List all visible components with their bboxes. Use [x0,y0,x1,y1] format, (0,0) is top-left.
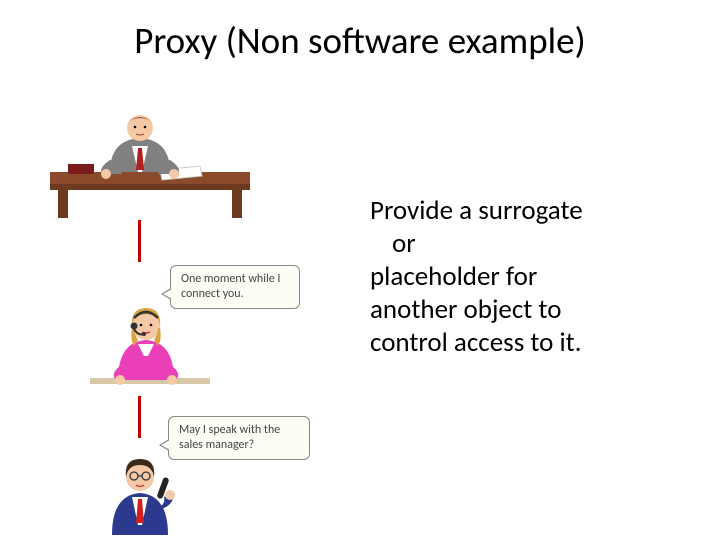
proxy-diagram: One moment while I connect you. May I sp… [60,110,340,510]
desc-line-2: or [370,228,680,261]
description-text: Provide a surrogate or placeholder for a… [370,195,680,360]
desc-line-1: Provide a surrogate [370,195,680,228]
desc-line-4: another object to [370,294,680,327]
manager-figure [50,110,250,220]
receptionist-speech-bubble: One moment while I connect you. [170,265,300,309]
caller-speech-text: May I speak with the sales manager? [179,423,280,452]
desc-line-5: control access to it. [370,327,680,360]
caller-figure [90,455,200,535]
desc-line-3: placeholder for [370,261,680,294]
receptionist-speech-text: One moment while I connect you. [181,272,280,301]
caller-speech-bubble: May I speak with the sales manager? [168,416,310,460]
connector-1 [138,220,141,262]
receptionist-figure [90,300,210,395]
slide-title: Proxy (Non software example) [0,18,720,63]
connector-2 [138,396,141,438]
